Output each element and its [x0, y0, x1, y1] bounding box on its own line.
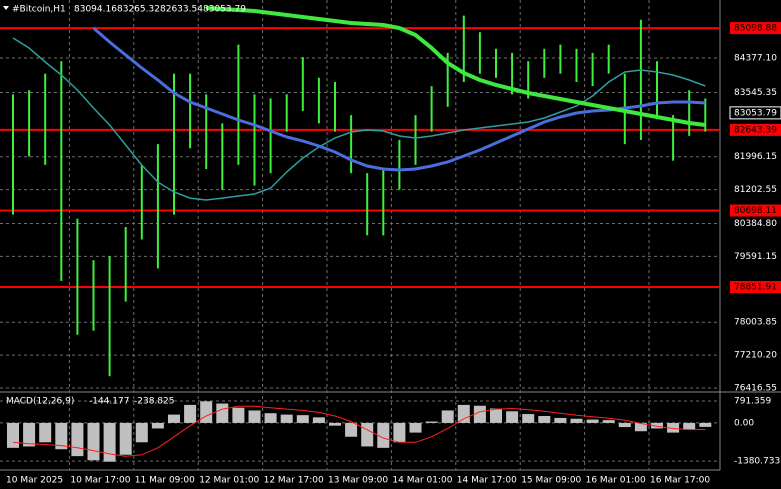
macd-bar: [651, 422, 663, 429]
macd-bar: [151, 422, 164, 429]
macd-bar: [506, 411, 519, 423]
x-tick-label: 16 Mar 17:00: [650, 476, 710, 486]
moving-average: [92, 26, 706, 172]
macd-title: MACD(12,26,9): [6, 397, 74, 407]
macd-bar: [103, 422, 116, 462]
macd-bar: [280, 414, 293, 423]
macd-bar: [87, 422, 100, 461]
last-price-label: 83053.79: [734, 108, 777, 118]
macd-bar: [586, 419, 599, 423]
macd-bar: [248, 410, 261, 423]
x-tick-label: 15 Mar 09:00: [521, 476, 581, 486]
ohlc-value: 83265.32: [117, 5, 160, 15]
macd-bar: [667, 422, 680, 433]
macd-bar: [425, 421, 438, 423]
macd-bar: [554, 417, 567, 423]
y-tick-label: 84377.10: [734, 54, 777, 64]
y-tick-label: 81202.55: [734, 185, 777, 195]
macd-bar: [490, 408, 502, 423]
x-tick-label: 10 Mar 17:00: [70, 476, 130, 486]
level-label-box: [730, 281, 781, 294]
macd-bar: [602, 420, 615, 423]
ohlc-value: 83094.16: [74, 5, 117, 15]
level-label-box: [730, 123, 781, 136]
macd-bar: [71, 422, 84, 457]
macd-bar: [7, 422, 19, 448]
macd-bar: [683, 422, 696, 430]
title-arrow: [3, 6, 9, 10]
y-tick-label: 78003.85: [734, 318, 777, 328]
moving-average: [12, 37, 706, 201]
macd-bar: [409, 422, 422, 433]
x-tick-label: 13 Mar 09:00: [328, 476, 388, 486]
macd-bar: [200, 401, 213, 423]
macd-bar: [538, 415, 551, 423]
level-label: 85098.88: [734, 24, 777, 34]
macd-bar: [23, 422, 36, 447]
y-tick-label: 0.00: [734, 418, 754, 428]
macd-bar: [618, 422, 631, 428]
macd-bar: [119, 422, 132, 455]
level-label: 80698.11: [734, 206, 777, 216]
last-price-box: [729, 106, 781, 120]
level-label: 78851.91: [734, 283, 777, 293]
macd-bar: [457, 404, 470, 423]
macd-bar: [699, 422, 712, 427]
macd-bar: [473, 405, 486, 423]
macd-bar: [361, 422, 374, 447]
macd-bar: [345, 422, 358, 437]
x-tick-label: 12 Mar 01:00: [199, 476, 259, 486]
level-label-box: [730, 204, 781, 217]
y-tick-label: 81996.15: [734, 152, 777, 162]
macd-bar: [184, 404, 197, 423]
macd-bar: [329, 422, 341, 426]
macd-bar: [522, 414, 535, 423]
y-tick-label: 79591.15: [734, 252, 777, 262]
moving-average: [206, 6, 706, 127]
chart-title: #Bitcoin,H1: [12, 5, 66, 15]
y-tick-label: 76416.55: [734, 383, 777, 393]
y-tick-label: 77210.20: [734, 351, 777, 361]
y-tick-label: 83545.35: [734, 88, 777, 98]
y-tick-label: 80384.80: [734, 219, 777, 229]
macd-bar: [393, 422, 406, 443]
macd-bar: [232, 407, 245, 423]
x-tick-label: 16 Mar 01:00: [586, 476, 646, 486]
macd-bar: [168, 414, 180, 423]
y-tick-label: -1380.733: [734, 457, 780, 467]
x-tick-label: 14 Mar 17:00: [457, 476, 517, 486]
macd-bar: [312, 417, 325, 423]
x-tick-label: 12 Mar 17:00: [264, 476, 324, 486]
macd-bar: [296, 415, 309, 423]
macd-bar: [55, 422, 68, 450]
macd-bar: [39, 422, 52, 443]
y-tick-label: 791.359: [734, 396, 771, 406]
x-tick-label: 11 Mar 09:00: [135, 476, 195, 486]
x-tick-label: 14 Mar 01:00: [392, 476, 452, 486]
x-tick-label: 10 Mar 2025: [6, 476, 63, 486]
ohlc-value: 82633.54: [160, 5, 203, 15]
macd-value: -144.177: [89, 397, 129, 407]
level-label: 82643.39: [734, 125, 777, 135]
ohlc-value: 83053.79: [203, 5, 246, 15]
macd-bar: [441, 410, 454, 423]
signal-value: -238.825: [134, 397, 174, 407]
macd-bar: [135, 422, 148, 443]
macd-bar: [634, 422, 647, 432]
macd-bar: [264, 413, 277, 423]
signal-line: [12, 405, 706, 457]
level-label-box: [730, 22, 781, 35]
macd-bar: [377, 422, 390, 448]
macd-bar: [216, 403, 229, 423]
macd-bar: [570, 418, 583, 423]
